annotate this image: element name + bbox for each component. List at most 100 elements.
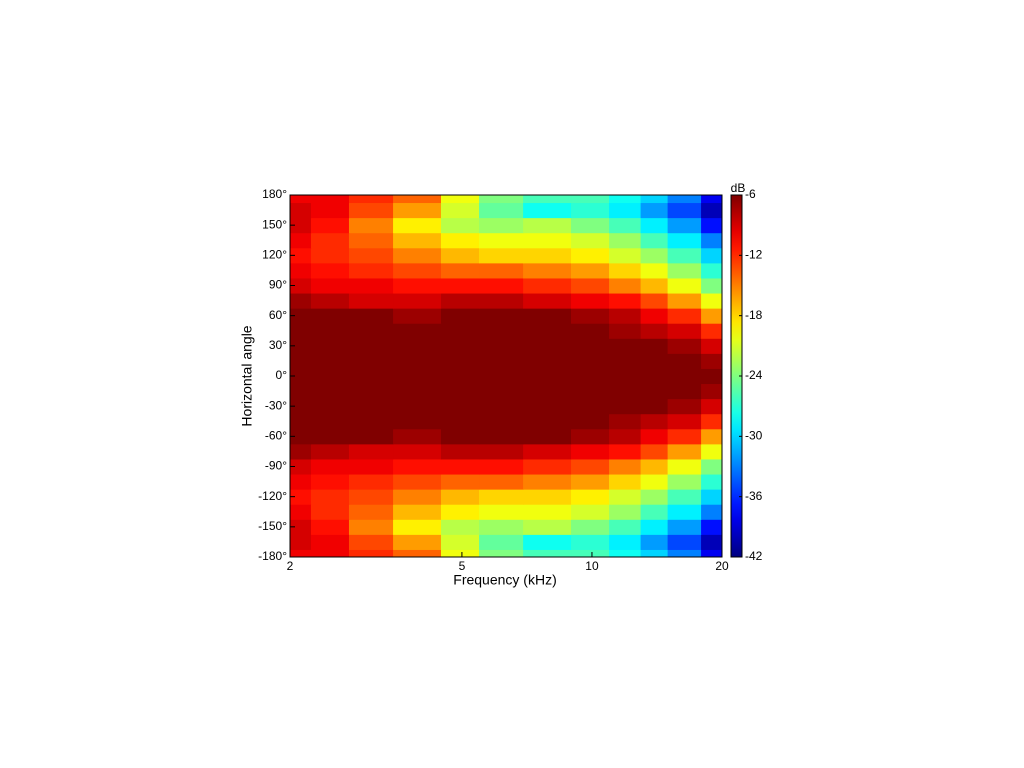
contour-cell (667, 202, 702, 219)
contour-cell (290, 474, 312, 490)
x-tick-label: 20 (715, 559, 729, 573)
contour-cell (667, 534, 702, 550)
contour-cell (290, 195, 312, 204)
contour-cell (348, 217, 394, 234)
contour-cell (290, 549, 312, 558)
contour-cell (609, 293, 642, 309)
contour-cell (609, 398, 642, 415)
contour-cell (290, 489, 312, 505)
contour-cell (640, 277, 669, 294)
y-tick-label: 0° (276, 368, 288, 382)
contour-cell (523, 489, 572, 505)
contour-cell (640, 368, 669, 385)
contour-cell (440, 413, 480, 430)
colorbar-tick-label: -30 (745, 429, 763, 443)
contour-cell (479, 443, 524, 460)
contour-cell (393, 323, 442, 339)
contour-cell (479, 353, 524, 369)
contour-cell (310, 323, 350, 339)
contour-cell (440, 323, 480, 339)
contour-cell (571, 474, 610, 490)
contour-cell (701, 504, 723, 520)
contour-cell (667, 428, 702, 445)
contour-cell (290, 534, 312, 550)
contour-cell (701, 262, 723, 279)
contour-cell (393, 202, 442, 219)
contour-cell (667, 232, 702, 249)
contour-cell (667, 353, 702, 369)
contour-cell (667, 398, 702, 415)
contour-cell (440, 232, 480, 249)
colorbar-tick-label: -6 (745, 187, 756, 201)
contour-cell (348, 458, 394, 475)
contour-cell (523, 262, 572, 279)
contour-cell (640, 293, 669, 309)
contour-cell (479, 247, 524, 264)
contour-cell (348, 195, 394, 204)
contour-cell (701, 549, 723, 558)
contour-cell (609, 308, 642, 324)
contour-cell (640, 534, 669, 550)
contour-cell (479, 428, 524, 445)
contour-cell (701, 232, 723, 249)
contour-cell (393, 458, 442, 475)
contour-cell (310, 202, 350, 219)
contour-cell (640, 202, 669, 219)
contour-cell (310, 353, 350, 369)
contour-cell (640, 428, 669, 445)
contour-cell (701, 353, 723, 369)
contour-cell (523, 232, 572, 249)
contour-cell (440, 443, 480, 460)
contour-cell (348, 308, 394, 324)
y-tick-label: 60° (269, 308, 287, 322)
contour-cell (479, 308, 524, 324)
contour-cell (701, 398, 723, 415)
contour-cell (310, 474, 350, 490)
contour-cell (440, 308, 480, 324)
contour-cell (523, 353, 572, 369)
contour-cell (701, 428, 723, 445)
y-tick-label: -30° (265, 398, 287, 412)
colorbar-tick-label: -36 (745, 489, 763, 503)
contour-cell (479, 232, 524, 249)
contour-cell (348, 338, 394, 354)
contour-cell (348, 443, 394, 460)
contour-cell (440, 202, 480, 219)
contour-cell (348, 232, 394, 249)
contour-cell (523, 398, 572, 415)
contour-cell (479, 474, 524, 490)
contour-cell (290, 428, 312, 445)
contour-cell (440, 428, 480, 445)
contour-cell (640, 232, 669, 249)
contour-cell (523, 383, 572, 400)
contour-cell (609, 443, 642, 460)
contour-cell (667, 549, 702, 558)
contour-cell (393, 428, 442, 445)
contour-cell (701, 195, 723, 204)
colorbar-tick-label: -42 (745, 549, 763, 563)
x-tick-label: 10 (585, 559, 599, 573)
contour-cell (571, 202, 610, 219)
contour-cell (290, 293, 312, 309)
contour-cell (348, 504, 394, 520)
contour-cell (310, 308, 350, 324)
contour-cell (393, 534, 442, 550)
contour-cell (640, 549, 669, 558)
contour-cell (348, 474, 394, 490)
contour-cell (701, 338, 723, 354)
contour-cell (310, 504, 350, 520)
contour-cell (310, 428, 350, 445)
contour-cell (290, 308, 312, 324)
contour-cell (523, 338, 572, 354)
colorbar-tick-label: -24 (745, 368, 763, 382)
contour-cell (290, 323, 312, 339)
contour-cell (571, 353, 610, 369)
contour-cell (667, 338, 702, 354)
contour-cell (667, 293, 702, 309)
contour-cell (348, 323, 394, 339)
contour-cell (440, 195, 480, 204)
contour-cell (440, 383, 480, 400)
contour-cell (393, 383, 442, 400)
y-tick-label: 90° (269, 278, 287, 292)
